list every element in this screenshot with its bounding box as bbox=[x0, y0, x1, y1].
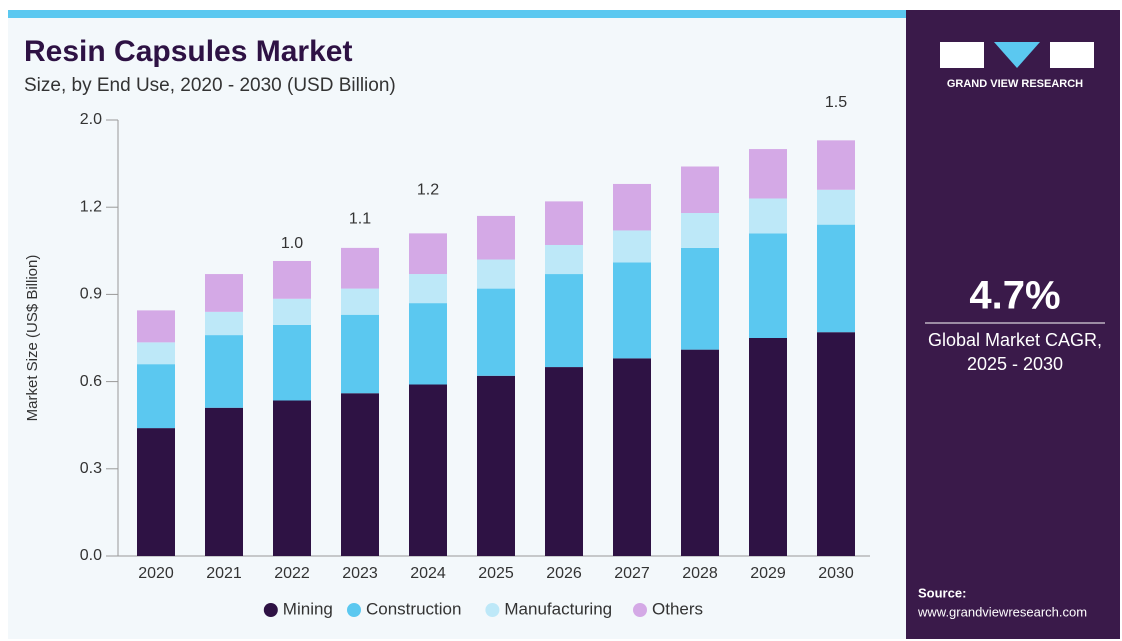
chart-subtitle: Size, by End Use, 2020 - 2030 (USD Billi… bbox=[24, 75, 396, 96]
bar-segment bbox=[817, 332, 855, 556]
bar-segment bbox=[749, 198, 787, 234]
bar-segment bbox=[273, 400, 311, 556]
bar-segment bbox=[545, 274, 583, 368]
legend-label: Others bbox=[652, 599, 703, 618]
bar-segment bbox=[341, 247, 379, 289]
bar-segment bbox=[409, 274, 447, 304]
bar-segment bbox=[273, 298, 311, 325]
bar-segment bbox=[613, 358, 651, 556]
cagr-value: 4.7% bbox=[969, 274, 1060, 318]
data-label: 1.0 bbox=[281, 235, 303, 252]
bar-segment bbox=[409, 303, 447, 385]
y-tick-label: 0.3 bbox=[80, 460, 102, 477]
bar-segment bbox=[749, 338, 787, 556]
bar-segment bbox=[137, 310, 175, 343]
legend-marker bbox=[263, 603, 278, 617]
y-axis-title: Market Size (US$ Billion) bbox=[24, 255, 41, 422]
bar-segment bbox=[341, 288, 379, 315]
chart-title: Resin Capsules Market bbox=[24, 35, 352, 68]
top-bar bbox=[8, 10, 906, 18]
bar-segment bbox=[205, 407, 243, 556]
bar-segment bbox=[409, 233, 447, 275]
bar-segment bbox=[681, 213, 719, 248]
bar-segment bbox=[817, 140, 855, 190]
bar-segment bbox=[137, 364, 175, 429]
bar-segment bbox=[273, 324, 311, 401]
x-tick-label: 2020 bbox=[138, 565, 174, 582]
x-tick-label: 2024 bbox=[410, 565, 446, 582]
legend-label: Manufacturing bbox=[504, 599, 612, 618]
bar-segment bbox=[817, 224, 855, 333]
bar-segment bbox=[409, 384, 447, 556]
bar-segment bbox=[613, 183, 651, 231]
y-tick-label: 0.0 bbox=[80, 547, 102, 564]
x-tick-label: 2026 bbox=[546, 565, 582, 582]
bar-segment bbox=[545, 244, 583, 275]
bar-segment bbox=[205, 274, 243, 312]
y-tick-label: 1.2 bbox=[80, 198, 102, 215]
bar-segment bbox=[681, 247, 719, 350]
bar-segment bbox=[613, 230, 651, 263]
data-label: 1.5 bbox=[825, 94, 847, 111]
source-url: www.grandviewresearch.com bbox=[917, 604, 1087, 619]
x-tick-label: 2030 bbox=[818, 565, 854, 582]
legend-marker bbox=[633, 603, 647, 617]
brand: GRAND VIEW RESEARCH bbox=[947, 78, 1083, 90]
data-label: 1.1 bbox=[349, 210, 371, 227]
logo bbox=[940, 42, 1094, 68]
bar-segment bbox=[545, 367, 583, 556]
sidebar-panel bbox=[906, 10, 1120, 639]
bar-segment bbox=[477, 259, 515, 289]
bar-segment bbox=[341, 393, 379, 556]
legend-marker bbox=[347, 603, 361, 617]
bar-segment bbox=[341, 314, 379, 394]
bar-segment bbox=[681, 349, 719, 556]
data-label: 1.2 bbox=[417, 181, 439, 198]
bar-segment bbox=[205, 311, 243, 336]
y-tick-label: 0.9 bbox=[80, 286, 102, 303]
cagr-label-box: Global Market CAGR, 2025 - 2030 bbox=[927, 330, 1103, 374]
x-tick-label: 2028 bbox=[682, 565, 718, 582]
bar-segment bbox=[273, 260, 311, 299]
x-tick-label: 2022 bbox=[274, 565, 310, 582]
source-title: Source: bbox=[918, 585, 966, 600]
bar-segment bbox=[477, 375, 515, 556]
bar-segment bbox=[681, 166, 719, 214]
legend-marker bbox=[485, 603, 500, 617]
bar-segment bbox=[613, 262, 651, 359]
bar-segment bbox=[749, 233, 787, 338]
y-tick-label: 2.0 bbox=[80, 111, 102, 128]
y-tick-label: 0.6 bbox=[80, 373, 102, 390]
bar-segment bbox=[205, 335, 243, 408]
bar-segment bbox=[137, 428, 175, 556]
x-tick-label: 2023 bbox=[342, 565, 378, 582]
x-tick-label: 2027 bbox=[614, 565, 650, 582]
bar-segment bbox=[545, 201, 583, 245]
cagr-label: Global Market CAGR, 2025 - 2030 bbox=[927, 330, 1103, 374]
bar-segment bbox=[137, 342, 175, 365]
x-tick-label: 2029 bbox=[750, 565, 786, 582]
bar-segment bbox=[817, 189, 855, 225]
legend-label: Mining bbox=[283, 599, 333, 618]
bar-segment bbox=[477, 288, 515, 376]
legend-label: Construction bbox=[366, 599, 461, 618]
bar-segment bbox=[477, 215, 515, 260]
bar-segment bbox=[749, 149, 787, 199]
x-tick-label: 2021 bbox=[206, 565, 242, 582]
x-tick-label: 2025 bbox=[478, 565, 514, 582]
